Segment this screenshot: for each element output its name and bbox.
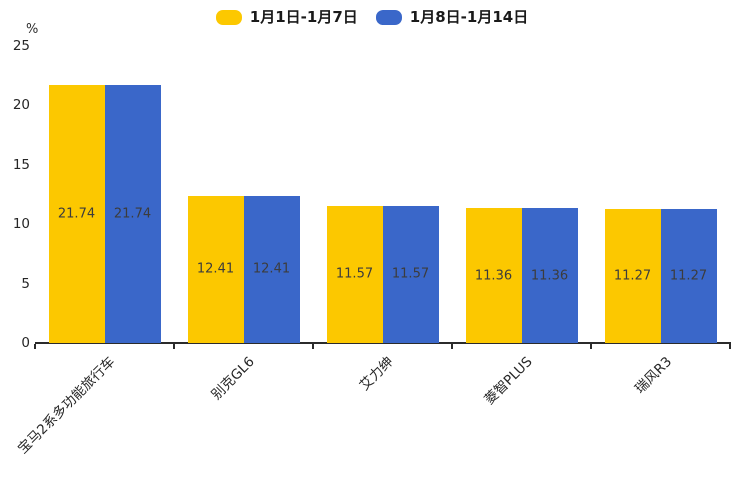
bar-value-label: 12.41 [196,261,235,277]
legend: 1月1日-1月7日 1月8日-1月14日 [0,8,744,26]
bar-value-label: 11.57 [335,266,374,282]
bar-series1-4[interactable]: 11.36 [465,208,522,343]
bar-series1-5[interactable]: 11.27 [604,209,661,343]
bar-series2-3[interactable]: 11.57 [382,205,439,343]
bar-value-label: 21.74 [113,206,152,222]
bar-series2-4[interactable]: 11.36 [521,208,578,343]
bar-series2-1[interactable]: 21.74 [104,84,161,343]
legend-label-week1: 1月1日-1月7日 [249,8,358,26]
x-axis-tick [173,344,175,349]
y-axis-unit-label: % [26,22,39,37]
legend-swatch-week2 [375,9,402,25]
legend-swatch-week1 [215,9,242,25]
x-axis-category-label: 瑞风R3 [631,353,675,397]
bar-series2-2[interactable]: 12.41 [243,195,300,343]
bar-value-label: 11.36 [530,268,569,283]
y-axis-tick-label: 5 [21,275,30,292]
x-axis-tick [34,344,36,349]
x-axis-tick [312,344,314,349]
x-axis-tick [729,344,731,349]
bar-value-label: 11.27 [613,268,652,284]
legend-label-week2: 1月8日-1月14日 [409,8,529,26]
x-axis-line [35,342,731,344]
bar-value-label: 12.41 [252,261,291,277]
x-axis-category-label: 菱智PLUS [481,353,536,408]
x-axis-category-label: 宝马2系多功能旅行车 [15,353,119,458]
bar-series1-2[interactable]: 12.41 [187,195,244,343]
x-axis-tick [451,344,453,349]
bar-series2-5[interactable]: 11.27 [660,209,717,343]
legend-item-week2[interactable]: 1月8日-1月14日 [375,8,529,26]
bar-value-label: 11.27 [669,268,708,284]
bar-value-label: 11.57 [391,266,430,282]
bar-value-label: 21.74 [57,206,96,222]
legend-item-week1[interactable]: 1月1日-1月7日 [215,8,358,26]
y-axis-tick-label: 15 [12,156,30,173]
y-axis-tick-label: 10 [12,216,30,233]
bar-value-label: 11.36 [474,268,513,283]
bar-series1-3[interactable]: 11.57 [326,205,383,343]
y-axis-tick-label: 20 [12,97,30,114]
bar-series1-1[interactable]: 21.74 [48,84,105,343]
y-axis-tick-label: 0 [21,335,30,351]
x-axis-category-label: 别克GL6 [208,353,258,404]
x-axis-tick [590,344,592,349]
x-axis-category-label: 艾力绅 [356,353,397,394]
y-axis-tick-label: 25 [12,38,30,54]
